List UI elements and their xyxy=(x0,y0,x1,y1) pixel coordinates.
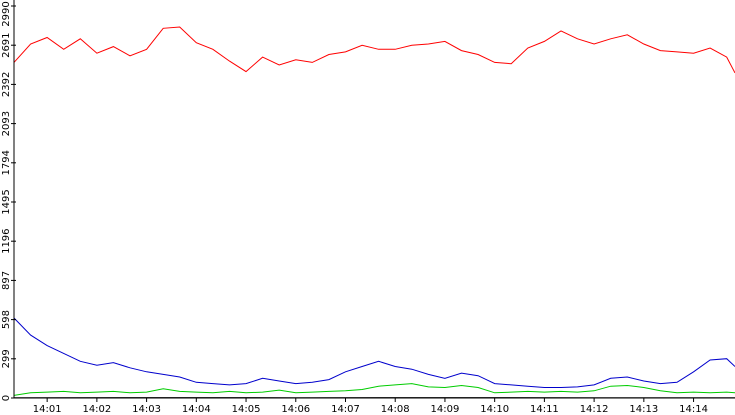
y-tick-label: 2093 xyxy=(1,111,12,136)
y-tick-label: 299 xyxy=(1,349,12,368)
y-tick-label: 897 xyxy=(1,271,12,290)
x-tick-label: 14:06 xyxy=(281,404,310,415)
series-line-2 xyxy=(13,383,735,396)
y-tick-label: 2990 xyxy=(1,1,12,26)
x-tick-label: 14:05 xyxy=(232,404,261,415)
x-tick-label: 14:14 xyxy=(679,404,708,415)
x-tick-label: 14:13 xyxy=(629,404,658,415)
y-tick-label: 1495 xyxy=(1,189,12,214)
x-tick-label: 14:02 xyxy=(82,404,111,415)
x-tick-label: 14:11 xyxy=(530,404,559,415)
y-tick-label: 598 xyxy=(1,310,12,329)
y-tick-label: 1794 xyxy=(1,150,12,175)
x-axis: 14:01 14:02 14:03 14:04 14:05 14:06 14:07 14:08… xyxy=(14,397,735,415)
x-tick-label: 14:07 xyxy=(331,404,360,415)
x-tick-label: 14:03 xyxy=(132,404,161,415)
x-tick-label: 14:09 xyxy=(431,404,460,415)
y-tick-label: 1196 xyxy=(1,228,12,253)
y-tick-label: 2392 xyxy=(1,72,12,97)
y-tick-label: 2691 xyxy=(1,32,12,57)
y-tick-label: 0 xyxy=(1,395,12,401)
x-tick-label: 14:10 xyxy=(480,404,509,415)
x-tick-label: 14:04 xyxy=(182,404,211,415)
x-tick-label: 14:08 xyxy=(381,404,410,415)
series-line-0 xyxy=(13,26,735,74)
series-line-1 xyxy=(13,317,735,388)
y-axis: 0 299 598 897 1196 1495 1794 2093 2392 2691 2990 xyxy=(1,0,16,401)
x-tick-label: 14:12 xyxy=(580,404,609,415)
x-tick-label: 14:01 xyxy=(33,404,62,415)
